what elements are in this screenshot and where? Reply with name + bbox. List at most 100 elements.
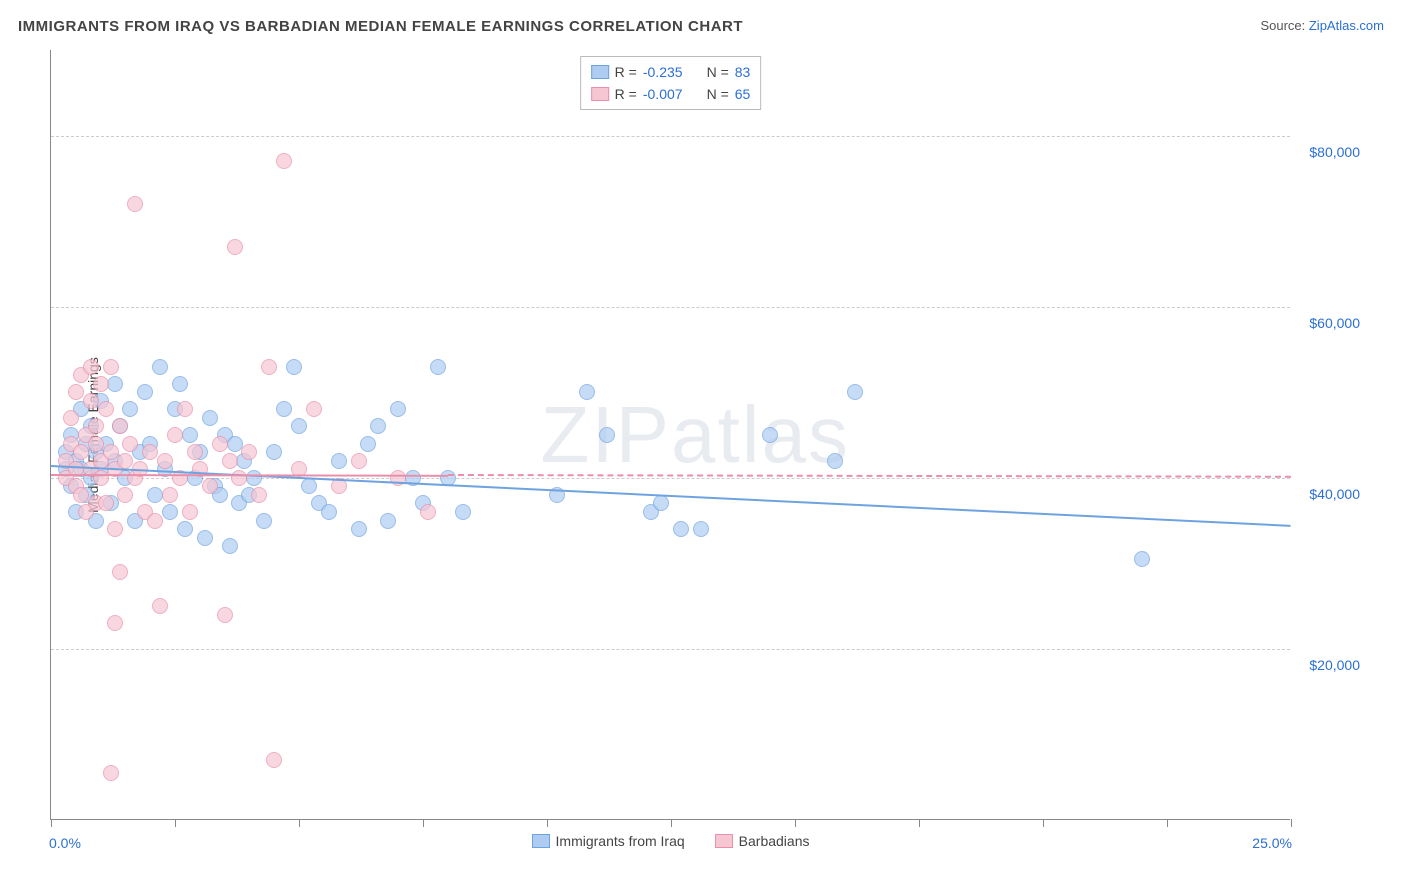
data-point [98, 495, 114, 511]
x-axis-min-label: 0.0% [49, 835, 81, 851]
data-point [202, 410, 218, 426]
data-point [579, 384, 595, 400]
data-point [147, 513, 163, 529]
legend-swatch [715, 834, 733, 848]
x-tick [1167, 819, 1168, 827]
legend-swatch [591, 65, 609, 79]
legend-swatch [532, 834, 550, 848]
data-point [360, 436, 376, 452]
legend-n-value: 83 [735, 61, 751, 83]
series-legend: Immigrants from Iraq Barbadians [532, 833, 810, 849]
data-point [152, 359, 168, 375]
x-tick [299, 819, 300, 827]
x-tick [547, 819, 548, 827]
data-point [172, 376, 188, 392]
x-tick [795, 819, 796, 827]
legend-n-label: N = [707, 61, 729, 83]
data-point [137, 384, 153, 400]
data-point [251, 487, 267, 503]
correlation-legend: R = -0.235N = 83R = -0.007N = 65 [580, 56, 762, 110]
data-point [122, 401, 138, 417]
data-point [197, 530, 213, 546]
data-point [266, 752, 282, 768]
x-axis-max-label: 25.0% [1252, 835, 1292, 851]
legend-swatch [591, 87, 609, 101]
data-point [142, 444, 158, 460]
legend-row: R = -0.007N = 65 [591, 83, 751, 105]
data-point [261, 359, 277, 375]
data-point [217, 607, 233, 623]
data-point [847, 384, 863, 400]
data-point [599, 427, 615, 443]
x-tick [175, 819, 176, 827]
series-name: Immigrants from Iraq [556, 833, 685, 849]
data-point [241, 444, 257, 460]
data-point [653, 495, 669, 511]
data-point [98, 401, 114, 417]
data-point [291, 418, 307, 434]
data-point [73, 487, 89, 503]
data-point [93, 470, 109, 486]
data-point [276, 401, 292, 417]
data-point [351, 521, 367, 537]
y-tick-label: $40,000 [1309, 486, 1360, 502]
data-point [162, 487, 178, 503]
data-point [103, 359, 119, 375]
data-point [202, 478, 218, 494]
gridline-h [51, 136, 1290, 137]
x-tick [1291, 819, 1292, 827]
data-point [301, 478, 317, 494]
legend-r-label: R = [615, 61, 637, 83]
data-point [157, 453, 173, 469]
y-tick-label: $80,000 [1309, 144, 1360, 160]
data-point [103, 765, 119, 781]
data-point [107, 521, 123, 537]
data-point [351, 453, 367, 469]
data-point [187, 444, 203, 460]
data-point [227, 436, 243, 452]
data-point [107, 376, 123, 392]
y-tick-label: $60,000 [1309, 315, 1360, 331]
data-point [231, 470, 247, 486]
data-point [177, 521, 193, 537]
data-point [103, 444, 119, 460]
data-point [152, 598, 168, 614]
data-point [68, 384, 84, 400]
data-point [266, 444, 282, 460]
series-name: Barbadians [739, 833, 810, 849]
data-point [380, 513, 396, 529]
data-point [112, 418, 128, 434]
source-link[interactable]: ZipAtlas.com [1309, 18, 1384, 33]
data-point [88, 436, 104, 452]
legend-row: R = -0.235N = 83 [591, 61, 751, 83]
data-point [246, 470, 262, 486]
series-legend-item: Immigrants from Iraq [532, 833, 685, 849]
data-point [693, 521, 709, 537]
data-point [430, 359, 446, 375]
data-point [212, 436, 228, 452]
data-point [83, 359, 99, 375]
data-point [63, 410, 79, 426]
data-point [88, 418, 104, 434]
data-point [222, 538, 238, 554]
data-point [83, 393, 99, 409]
data-point [122, 436, 138, 452]
data-point [762, 427, 778, 443]
data-point [182, 504, 198, 520]
data-point [673, 521, 689, 537]
series-legend-item: Barbadians [715, 833, 810, 849]
data-point [222, 453, 238, 469]
data-point [117, 453, 133, 469]
data-point [112, 564, 128, 580]
data-point [127, 196, 143, 212]
data-point [331, 453, 347, 469]
data-point [390, 401, 406, 417]
data-point [162, 504, 178, 520]
x-tick [51, 819, 52, 827]
data-point [455, 504, 471, 520]
legend-r-label: R = [615, 83, 637, 105]
data-point [827, 453, 843, 469]
data-point [321, 504, 337, 520]
data-point [420, 504, 436, 520]
plot-area: ZIPatlas Median Female Earnings R = -0.2… [50, 50, 1290, 820]
